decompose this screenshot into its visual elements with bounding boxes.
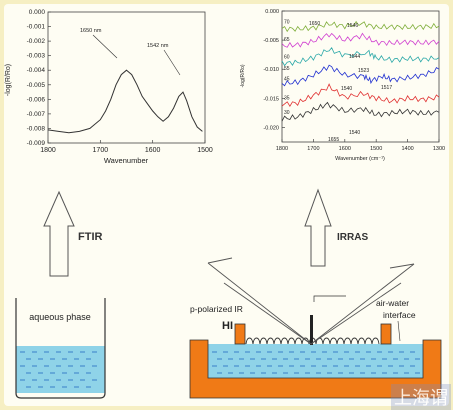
right-spectrum-lines bbox=[281, 20, 440, 122]
right-curve-label: 70 bbox=[284, 20, 290, 26]
irras-label: IRRAS bbox=[337, 232, 368, 243]
watermark: 上海谓 bbox=[391, 384, 451, 410]
right-series-60 bbox=[281, 47, 440, 67]
right-chart-frame bbox=[281, 10, 440, 143]
right-xlabel: Wavenumber (cm⁻¹) bbox=[335, 156, 385, 162]
trough bbox=[189, 315, 442, 399]
left-annotation-1650: 1650 nm bbox=[80, 28, 102, 34]
right-curve-label: 35 bbox=[284, 95, 290, 101]
air-water-pointer bbox=[397, 320, 401, 342]
left-xlabel: Wavenumber bbox=[104, 156, 149, 165]
right-ytick-label: 0.000 bbox=[265, 9, 279, 15]
left-ytick-label: -0.001 bbox=[27, 24, 46, 31]
left-annotation-1542: 1542 nm bbox=[147, 43, 169, 49]
right-x-ticks: 1800 1700 1600 1500 1400 1300 bbox=[276, 139, 445, 152]
left-spectrum-line bbox=[47, 69, 203, 134]
left-annotation-1650-arrow bbox=[92, 34, 118, 59]
left-annotation-1542-arrow bbox=[163, 49, 181, 76]
right-ytick-label: -0.010 bbox=[263, 67, 279, 73]
right-ytick-label: -0.020 bbox=[263, 125, 279, 131]
beaker bbox=[15, 298, 106, 399]
left-ylabel: -log(R/Ro) bbox=[5, 64, 12, 96]
left-xtick-label: 1800 bbox=[40, 147, 56, 154]
beaker-label: aqueous phase bbox=[29, 312, 91, 322]
right-annotation-1650: 1650 bbox=[309, 21, 320, 27]
trough-body bbox=[189, 339, 442, 399]
right-series-65 bbox=[281, 32, 440, 48]
left-xtick-label: 1700 bbox=[93, 147, 109, 154]
left-ytick-label: 0.000 bbox=[29, 9, 46, 16]
left-ytick-label: -0.006 bbox=[27, 96, 46, 103]
ir-beams bbox=[207, 257, 415, 345]
left-y-ticks: 0.000 -0.001 -0.002 -0.003 -0.004 -0.005 -0.00… bbox=[27, 9, 51, 147]
left-chart: 0.000 -0.001 -0.002 -0.003 -0.004 -0.005 -0.00… bbox=[5, 9, 213, 165]
left-ytick-label: -0.008 bbox=[27, 125, 46, 132]
right-annotation-1523: 1523 bbox=[358, 68, 369, 74]
left-ytick-label: -0.005 bbox=[27, 82, 46, 89]
figure-panel bbox=[4, 4, 449, 406]
ftir-label: FTIR bbox=[78, 231, 102, 243]
left-ytick-label: -0.007 bbox=[27, 111, 46, 118]
right-chart: 0.000 -0.005 -0.010 -0.015 -0.020 1800 1700 16… bbox=[240, 9, 445, 162]
right-xtick-label: 1800 bbox=[276, 146, 288, 152]
right-annotation-1540: 1540 bbox=[341, 86, 352, 92]
right-xtick-label: 1400 bbox=[401, 146, 413, 152]
left-barrier bbox=[234, 323, 246, 345]
probe bbox=[310, 315, 313, 345]
air-water-label-1: air-water bbox=[376, 298, 409, 308]
right-annotation-1655: 1655 bbox=[328, 137, 339, 143]
right-barrier bbox=[380, 323, 392, 345]
right-curve-labels: 70 65 60 55 45 35 30 bbox=[284, 20, 290, 116]
air-water-label-2: interface bbox=[383, 310, 416, 320]
right-series-35 bbox=[281, 83, 440, 107]
right-series-45 bbox=[281, 64, 440, 87]
irras-arrow bbox=[304, 188, 332, 267]
probe-pointer bbox=[313, 295, 346, 302]
right-series-30 bbox=[281, 101, 440, 122]
right-annotation-1517: 1517 bbox=[381, 85, 392, 91]
right-y-ticks: 0.000 -0.005 -0.010 -0.015 -0.020 bbox=[263, 9, 285, 131]
right-annotation-1540b: 1540 bbox=[349, 130, 360, 136]
left-chart-frame bbox=[47, 11, 206, 144]
left-ytick-label: -0.004 bbox=[27, 67, 46, 74]
right-curve-label: 65 bbox=[284, 37, 290, 43]
right-ytick-label: -0.015 bbox=[263, 96, 279, 102]
trough-water bbox=[206, 344, 424, 378]
right-ytick-label: -0.005 bbox=[263, 38, 279, 44]
left-ytick-label: -0.003 bbox=[27, 53, 46, 60]
hi-label: HI bbox=[222, 320, 233, 332]
left-xtick-label: 1600 bbox=[145, 147, 161, 154]
right-curve-label: 45 bbox=[284, 77, 290, 83]
right-xtick-label: 1300 bbox=[433, 146, 445, 152]
p-polarized-label: p-polarized IR bbox=[190, 304, 243, 314]
left-xtick-label: 1500 bbox=[197, 147, 213, 154]
left-ytick-label: -0.009 bbox=[27, 140, 46, 147]
right-annotation-1546: 1546 bbox=[347, 23, 358, 29]
right-curve-label: 60 bbox=[284, 55, 290, 61]
right-curve-label: 30 bbox=[284, 110, 290, 116]
beaker-water-dashes bbox=[20, 351, 97, 388]
left-x-ticks: 1800 1700 1600 1500 bbox=[40, 140, 213, 154]
right-ylabel: -log(R/Ro) bbox=[240, 64, 246, 87]
ftir-arrow bbox=[43, 190, 75, 277]
right-annotation-1544: 1544 bbox=[349, 54, 360, 60]
trough-water-dashes bbox=[212, 351, 420, 374]
right-xtick-label: 1500 bbox=[370, 146, 382, 152]
beaker-water bbox=[16, 346, 105, 393]
right-xtick-label: 1700 bbox=[307, 146, 319, 152]
right-series-70 bbox=[281, 20, 440, 33]
right-curve-label: 55 bbox=[284, 66, 290, 72]
right-xtick-label: 1600 bbox=[339, 146, 351, 152]
left-ytick-label: -0.002 bbox=[27, 38, 46, 45]
